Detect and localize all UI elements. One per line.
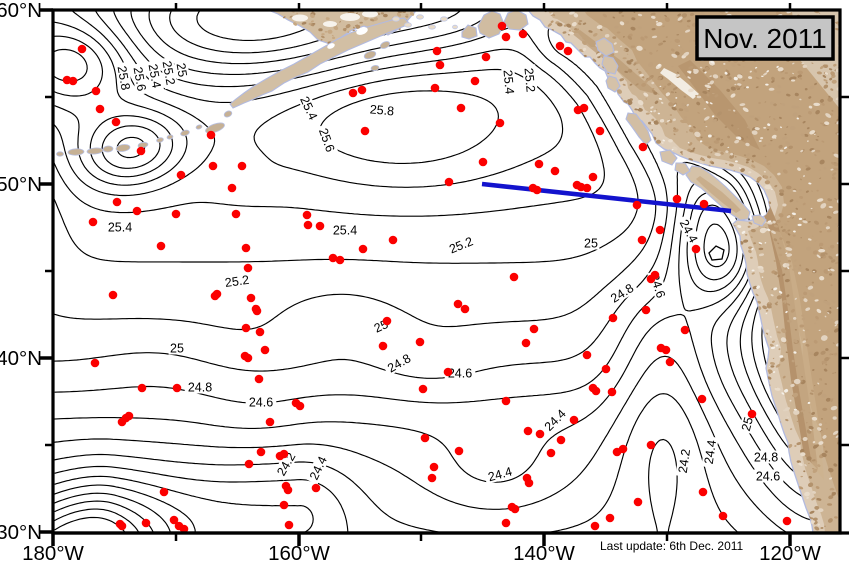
svg-text:50°N: 50°N <box>0 173 42 196</box>
svg-text:25.2: 25.2 <box>522 67 538 93</box>
svg-text:25.4: 25.4 <box>146 63 164 89</box>
svg-text:25.2: 25.2 <box>160 60 178 86</box>
svg-text:120°W: 120°W <box>759 542 821 564</box>
svg-text:24.8: 24.8 <box>754 450 778 464</box>
svg-text:25.8: 25.8 <box>115 65 133 91</box>
svg-text:180°W: 180°W <box>22 542 84 564</box>
svg-text:25.2: 25.2 <box>224 273 250 290</box>
svg-text:25.4: 25.4 <box>501 69 517 95</box>
svg-text:24.6: 24.6 <box>756 469 780 483</box>
svg-text:25: 25 <box>170 341 184 355</box>
svg-text:60°N: 60°N <box>0 0 42 22</box>
svg-text:24.2: 24.2 <box>676 448 693 474</box>
svg-text:40°N: 40°N <box>0 347 42 370</box>
svg-text:24.8: 24.8 <box>188 380 212 394</box>
svg-text:24.4: 24.4 <box>702 439 719 465</box>
svg-text:24.6: 24.6 <box>249 395 273 409</box>
svg-text:25: 25 <box>584 236 598 250</box>
svg-text:Last update: 6th Dec. 2011: Last update: 6th Dec. 2011 <box>600 539 744 553</box>
svg-text:25.8: 25.8 <box>369 102 395 118</box>
svg-text:30°N: 30°N <box>0 521 42 544</box>
svg-text:25: 25 <box>174 62 190 78</box>
svg-text:140°W: 140°W <box>513 542 575 564</box>
svg-text:Nov. 2011: Nov. 2011 <box>703 23 826 54</box>
svg-text:24.4: 24.4 <box>487 464 514 484</box>
svg-text:25.4: 25.4 <box>333 223 357 237</box>
svg-text:25.6: 25.6 <box>131 66 149 92</box>
svg-text:160°W: 160°W <box>268 542 330 564</box>
svg-text:25.4: 25.4 <box>108 220 132 234</box>
svg-text:25: 25 <box>739 416 756 433</box>
svg-text:24.6: 24.6 <box>448 366 472 380</box>
